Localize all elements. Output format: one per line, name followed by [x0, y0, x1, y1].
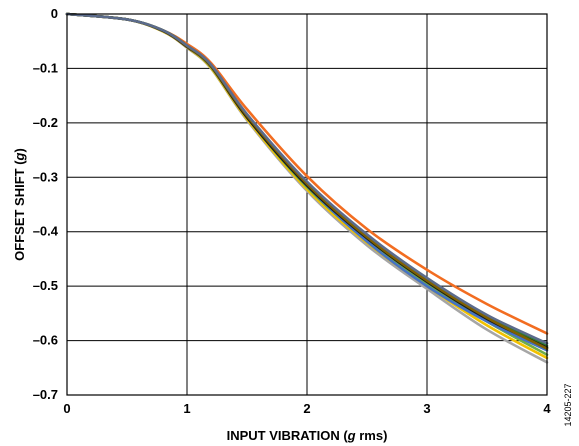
x-tick-label: 0: [63, 401, 70, 416]
y-tick-label: –0.6: [33, 333, 58, 348]
figure-id: 14205-227: [563, 383, 573, 426]
y-axis-title-main: OFFSET SHIFT (: [12, 160, 27, 261]
plot-area-border: [66, 13, 548, 396]
y-tick-label: –0.3: [33, 169, 58, 184]
y-tick-label: –0.4: [33, 224, 59, 239]
y-tick-label: –0.7: [33, 387, 58, 402]
y-tick-label: 0: [51, 6, 58, 21]
data-series: [65, 12, 549, 364]
y-tick-label: –0.1: [33, 60, 58, 75]
gridlines: [66, 13, 548, 396]
x-tick-labels: 0 1 2 3 4: [63, 401, 551, 416]
y-tick-label: –0.2: [33, 115, 58, 130]
x-axis-title-rest: rms): [356, 428, 388, 443]
x-axis-title-unit: g: [347, 428, 356, 443]
x-tick-label: 4: [543, 401, 551, 416]
x-axis-title: INPUT VIBRATION (g rms): [227, 428, 388, 443]
x-tick-label: 3: [423, 401, 430, 416]
series-line: [65, 12, 549, 345]
x-tick-label: 1: [183, 401, 190, 416]
y-axis-title: OFFSET SHIFT (g): [12, 148, 27, 261]
y-axis-title-unit: g: [12, 152, 27, 161]
y-axis-title-rest: ): [12, 148, 27, 152]
x-axis-title-main: INPUT VIBRATION (: [227, 428, 349, 443]
y-tick-labels: 0 –0.1 –0.2 –0.3 –0.4 –0.5 –0.6 –0.7: [33, 6, 59, 402]
x-tick-label: 2: [303, 401, 310, 416]
y-tick-label: –0.5: [33, 278, 58, 293]
